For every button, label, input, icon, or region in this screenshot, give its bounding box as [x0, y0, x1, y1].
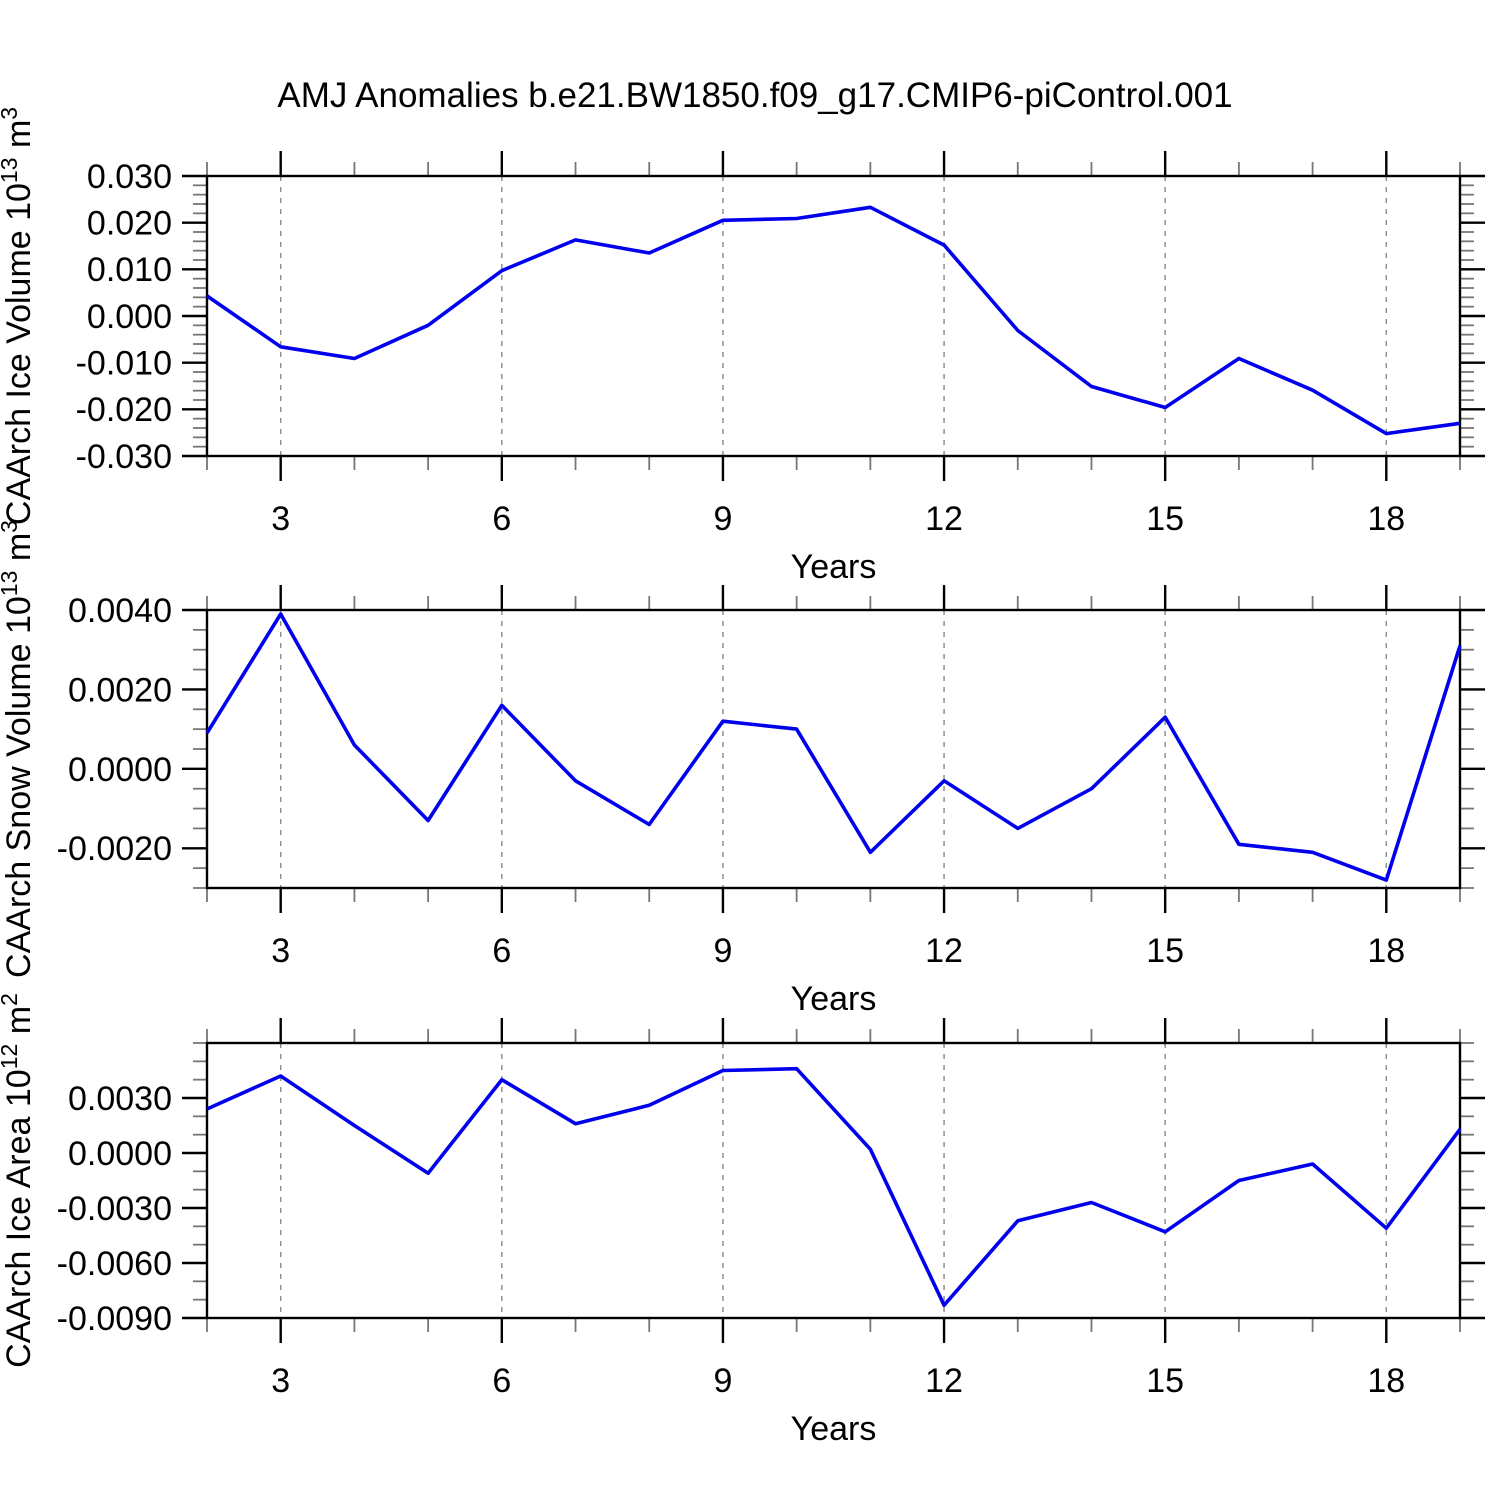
data-line: [206, 1066, 1462, 1307]
x-tick-label: 18: [1367, 500, 1405, 538]
x-tick-label: 15: [1146, 932, 1184, 970]
plot-frame: [205, 1041, 1462, 1320]
ice-area-plot: 3 6 9 12 15 18 0.0030 0.0000 -0.0030 -0.0060 -0.00…: [0, 993, 1485, 1448]
y-tick-label: -0.0060: [57, 1245, 172, 1283]
data-line: [205, 205, 1461, 436]
x-tick-label: 15: [1146, 1362, 1184, 1400]
y-tick-label: 0.0040: [68, 592, 172, 630]
y-tick-label: -0.020: [76, 391, 172, 429]
snow-volume-plot: 3 6 9 12 15 18 0.0040 0.0020 0.0000 -0.0020 Years C…: [0, 520, 1485, 1018]
x-tick-label: 6: [492, 932, 511, 970]
y-tick-label: -0.0030: [57, 1190, 172, 1228]
minor-ticks: [193, 1029, 1474, 1332]
y-axis-label-text: CAArch Snow Volume 10: [0, 596, 38, 978]
major-ticks: 3 6 9 12 15 18 0.0030 0.0000 -0.0030 -0.0060 -0.00…: [57, 1018, 1485, 1400]
ice-volume-plot: 3 6 9 12 15 18 0.030 0.020 0.010 0.000 -0.010 -0.02…: [0, 107, 1485, 586]
y-axis-label-superscript: 3: [0, 107, 22, 120]
y-tick-label: -0.0020: [57, 830, 172, 868]
y-axis-label: CAArch Ice Volume 1013 m3: [0, 107, 38, 525]
y-tick-label: 0.0030: [68, 1080, 172, 1118]
x-tick-label: 12: [925, 932, 963, 970]
chart-title: AMJ Anomalies b.e21.BW1850.f09_g17.CMIP6…: [277, 76, 1233, 115]
x-tick-label: 12: [925, 500, 963, 538]
y-axis-label: CAArch Ice Area 1012 m2: [0, 993, 38, 1368]
x-tick-label: 6: [492, 1362, 511, 1400]
minor-ticks: [193, 162, 1474, 470]
x-tick-label: 3: [271, 500, 290, 538]
y-tick-label: 0.030: [87, 158, 172, 196]
y-axis-label-superscript: 2: [0, 993, 22, 1006]
y-axis-label-text: m: [0, 1006, 38, 1044]
x-tick-label: 9: [713, 1362, 732, 1400]
plot-frame: [205, 608, 1462, 890]
y-tick-label: 0.0020: [68, 671, 172, 709]
y-axis-label: CAArch Snow Volume 1013 m3: [0, 520, 38, 978]
y-axis-label-text: CAArch Ice Volume 10: [0, 183, 38, 525]
plot-frame: [205, 174, 1462, 458]
x-axis-label: Years: [791, 1410, 877, 1448]
grid-lines: [279, 176, 1388, 456]
x-axis-label: Years: [791, 980, 877, 1018]
y-tick-label: 0.020: [87, 205, 172, 243]
y-tick-label: 0.010: [87, 251, 172, 289]
x-tick-label: 18: [1367, 1362, 1405, 1400]
y-axis-label-superscript: 12: [0, 1044, 22, 1070]
y-tick-label: 0.000: [87, 298, 172, 336]
y-tick-label: -0.010: [76, 345, 172, 383]
x-tick-label: 9: [713, 500, 732, 538]
x-tick-label: 9: [713, 932, 732, 970]
y-axis-label-superscript: 3: [0, 520, 22, 533]
x-tick-label: 6: [492, 500, 511, 538]
y-axis-label-text: m: [0, 120, 38, 158]
minor-ticks: [193, 596, 1474, 902]
y-tick-label: -0.030: [76, 438, 172, 476]
y-tick-label: 0.0000: [68, 1135, 172, 1173]
x-tick-label: 3: [271, 1362, 290, 1400]
x-tick-label: 15: [1146, 500, 1184, 538]
y-axis-label-superscript: 13: [0, 571, 22, 597]
y-tick-label: -0.0090: [57, 1300, 172, 1338]
y-axis-label-text: CAArch Ice Area 10: [0, 1069, 38, 1368]
x-axis-label: Years: [791, 548, 877, 586]
data-line: [205, 612, 1462, 882]
x-tick-label: 3: [271, 932, 290, 970]
y-axis-label-text: m: [0, 533, 38, 571]
x-tick-label: 18: [1367, 932, 1405, 970]
major-ticks: 3 6 9 12 15 18 0.0040 0.0020 0.0000 -0.0020: [57, 585, 1485, 970]
y-axis-label-superscript: 13: [0, 157, 22, 183]
grid-lines: [279, 610, 1388, 888]
x-tick-label: 12: [925, 1362, 963, 1400]
y-tick-label: 0.0000: [68, 751, 172, 789]
major-ticks: 3 6 9 12 15 18 0.030 0.020 0.010 0.000 -0.010 -0.02…: [76, 151, 1485, 538]
grid-lines: [279, 1043, 1388, 1318]
